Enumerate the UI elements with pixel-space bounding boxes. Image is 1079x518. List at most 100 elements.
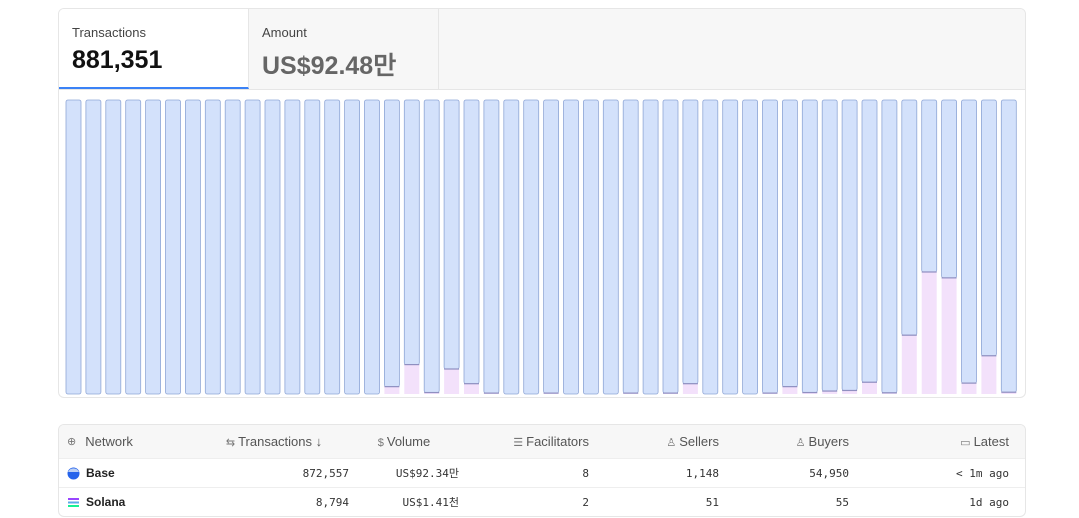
- bar-group[interactable]: [841, 99, 858, 394]
- bar-solana[interactable]: [782, 386, 798, 394]
- bar-solana[interactable]: [464, 383, 479, 394]
- bar-group[interactable]: [1000, 99, 1017, 394]
- col-buyers[interactable]: ♙ Buyers: [719, 434, 849, 449]
- bar-group[interactable]: [583, 99, 599, 395]
- bar-group[interactable]: [284, 99, 301, 395]
- bar-group[interactable]: [702, 99, 719, 395]
- bar-group[interactable]: [185, 99, 201, 395]
- table-row[interactable]: Solana 8,794 US$1.41천 2 51 55 1d ago: [59, 487, 1025, 516]
- bar-base[interactable]: [821, 99, 838, 392]
- bar-solana[interactable]: [862, 382, 877, 394]
- bar-group[interactable]: [861, 99, 878, 394]
- bar-base[interactable]: [543, 99, 560, 394]
- bar-base[interactable]: [861, 99, 878, 383]
- bar-base[interactable]: [941, 99, 957, 279]
- bar-group[interactable]: [145, 99, 161, 395]
- bar-solana[interactable]: [802, 392, 818, 394]
- bar-base[interactable]: [483, 99, 500, 394]
- bar-base[interactable]: [105, 99, 122, 395]
- bar-group[interactable]: [264, 99, 281, 395]
- col-facilitators[interactable]: ☰ Facilitators: [459, 434, 589, 449]
- bar-group[interactable]: [782, 99, 798, 394]
- bar-base[interactable]: [185, 99, 201, 395]
- bar-base[interactable]: [742, 99, 758, 395]
- bar-group[interactable]: [821, 99, 838, 394]
- bar-solana[interactable]: [921, 271, 937, 394]
- bar-base[interactable]: [204, 99, 221, 395]
- bar-group[interactable]: [602, 99, 619, 395]
- bar-base[interactable]: [224, 99, 241, 395]
- bar-solana[interactable]: [682, 383, 698, 394]
- bar-group[interactable]: [642, 99, 659, 395]
- bar-base[interactable]: [165, 99, 181, 395]
- bar-group[interactable]: [483, 99, 500, 394]
- bar-base[interactable]: [841, 99, 858, 391]
- bar-base[interactable]: [85, 99, 102, 395]
- bar-base[interactable]: [423, 99, 440, 393]
- bar-solana[interactable]: [981, 355, 997, 394]
- bar-solana[interactable]: [424, 392, 440, 394]
- bar-group[interactable]: [881, 99, 898, 394]
- bar-group[interactable]: [65, 99, 82, 395]
- tab-transactions[interactable]: Transactions 881,351: [59, 9, 249, 89]
- bar-base[interactable]: [662, 99, 679, 394]
- bar-group[interactable]: [403, 99, 420, 394]
- bar-group[interactable]: [463, 99, 480, 394]
- bar-group[interactable]: [762, 99, 778, 394]
- bar-base[interactable]: [443, 99, 460, 370]
- bar-base[interactable]: [981, 99, 997, 357]
- bar-base[interactable]: [782, 99, 798, 388]
- bar-base[interactable]: [125, 99, 142, 395]
- col-transactions[interactable]: ⇆ Transactions ↓: [199, 434, 349, 449]
- bar-base[interactable]: [762, 99, 778, 394]
- bar-base[interactable]: [145, 99, 161, 395]
- bar-group[interactable]: [244, 99, 261, 395]
- bar-base[interactable]: [961, 99, 977, 384]
- bar-base[interactable]: [364, 99, 380, 395]
- tab-amount[interactable]: Amount US$92.48만: [249, 9, 439, 89]
- bar-group[interactable]: [523, 99, 540, 395]
- bar-base[interactable]: [722, 99, 739, 395]
- bar-group[interactable]: [563, 99, 579, 395]
- bar-base[interactable]: [383, 99, 400, 388]
- col-sellers[interactable]: ♙ Sellers: [589, 434, 719, 449]
- bar-solana[interactable]: [961, 383, 977, 394]
- bar-base[interactable]: [583, 99, 599, 395]
- bar-base[interactable]: [403, 99, 420, 366]
- bar-base[interactable]: [463, 99, 480, 385]
- bar-group[interactable]: [364, 99, 380, 395]
- bar-group[interactable]: [901, 99, 918, 394]
- bar-base[interactable]: [602, 99, 619, 395]
- bar-solana[interactable]: [941, 277, 957, 394]
- bar-solana[interactable]: [404, 364, 420, 394]
- bar-group[interactable]: [682, 99, 699, 394]
- bar-base[interactable]: [1000, 99, 1017, 393]
- bar-base[interactable]: [563, 99, 579, 395]
- bar-group[interactable]: [622, 99, 639, 394]
- table-row[interactable]: Base 872,557 US$92.34만 8 1,148 54,950 < …: [59, 458, 1025, 487]
- bar-group[interactable]: [85, 99, 102, 395]
- col-network[interactable]: ⊕ Network: [59, 434, 199, 449]
- bar-base[interactable]: [324, 99, 341, 395]
- bar-solana[interactable]: [384, 386, 400, 394]
- bar-base[interactable]: [264, 99, 281, 395]
- bar-group[interactable]: [503, 99, 520, 395]
- bar-group[interactable]: [125, 99, 142, 395]
- bar-group[interactable]: [662, 99, 679, 394]
- bar-group[interactable]: [324, 99, 341, 395]
- bar-base[interactable]: [901, 99, 918, 336]
- bar-group[interactable]: [801, 99, 818, 394]
- bar-base[interactable]: [642, 99, 659, 395]
- bar-base[interactable]: [682, 99, 699, 385]
- bar-base[interactable]: [244, 99, 261, 395]
- bar-group[interactable]: [105, 99, 122, 395]
- bar-base[interactable]: [801, 99, 818, 393]
- bar-group[interactable]: [961, 99, 977, 394]
- bar-group[interactable]: [204, 99, 221, 395]
- bar-base[interactable]: [284, 99, 301, 395]
- bar-solana[interactable]: [842, 390, 858, 394]
- bar-group[interactable]: [383, 99, 400, 394]
- bar-base[interactable]: [503, 99, 520, 395]
- bar-group[interactable]: [941, 99, 957, 394]
- col-volume[interactable]: $ Volume: [349, 434, 459, 449]
